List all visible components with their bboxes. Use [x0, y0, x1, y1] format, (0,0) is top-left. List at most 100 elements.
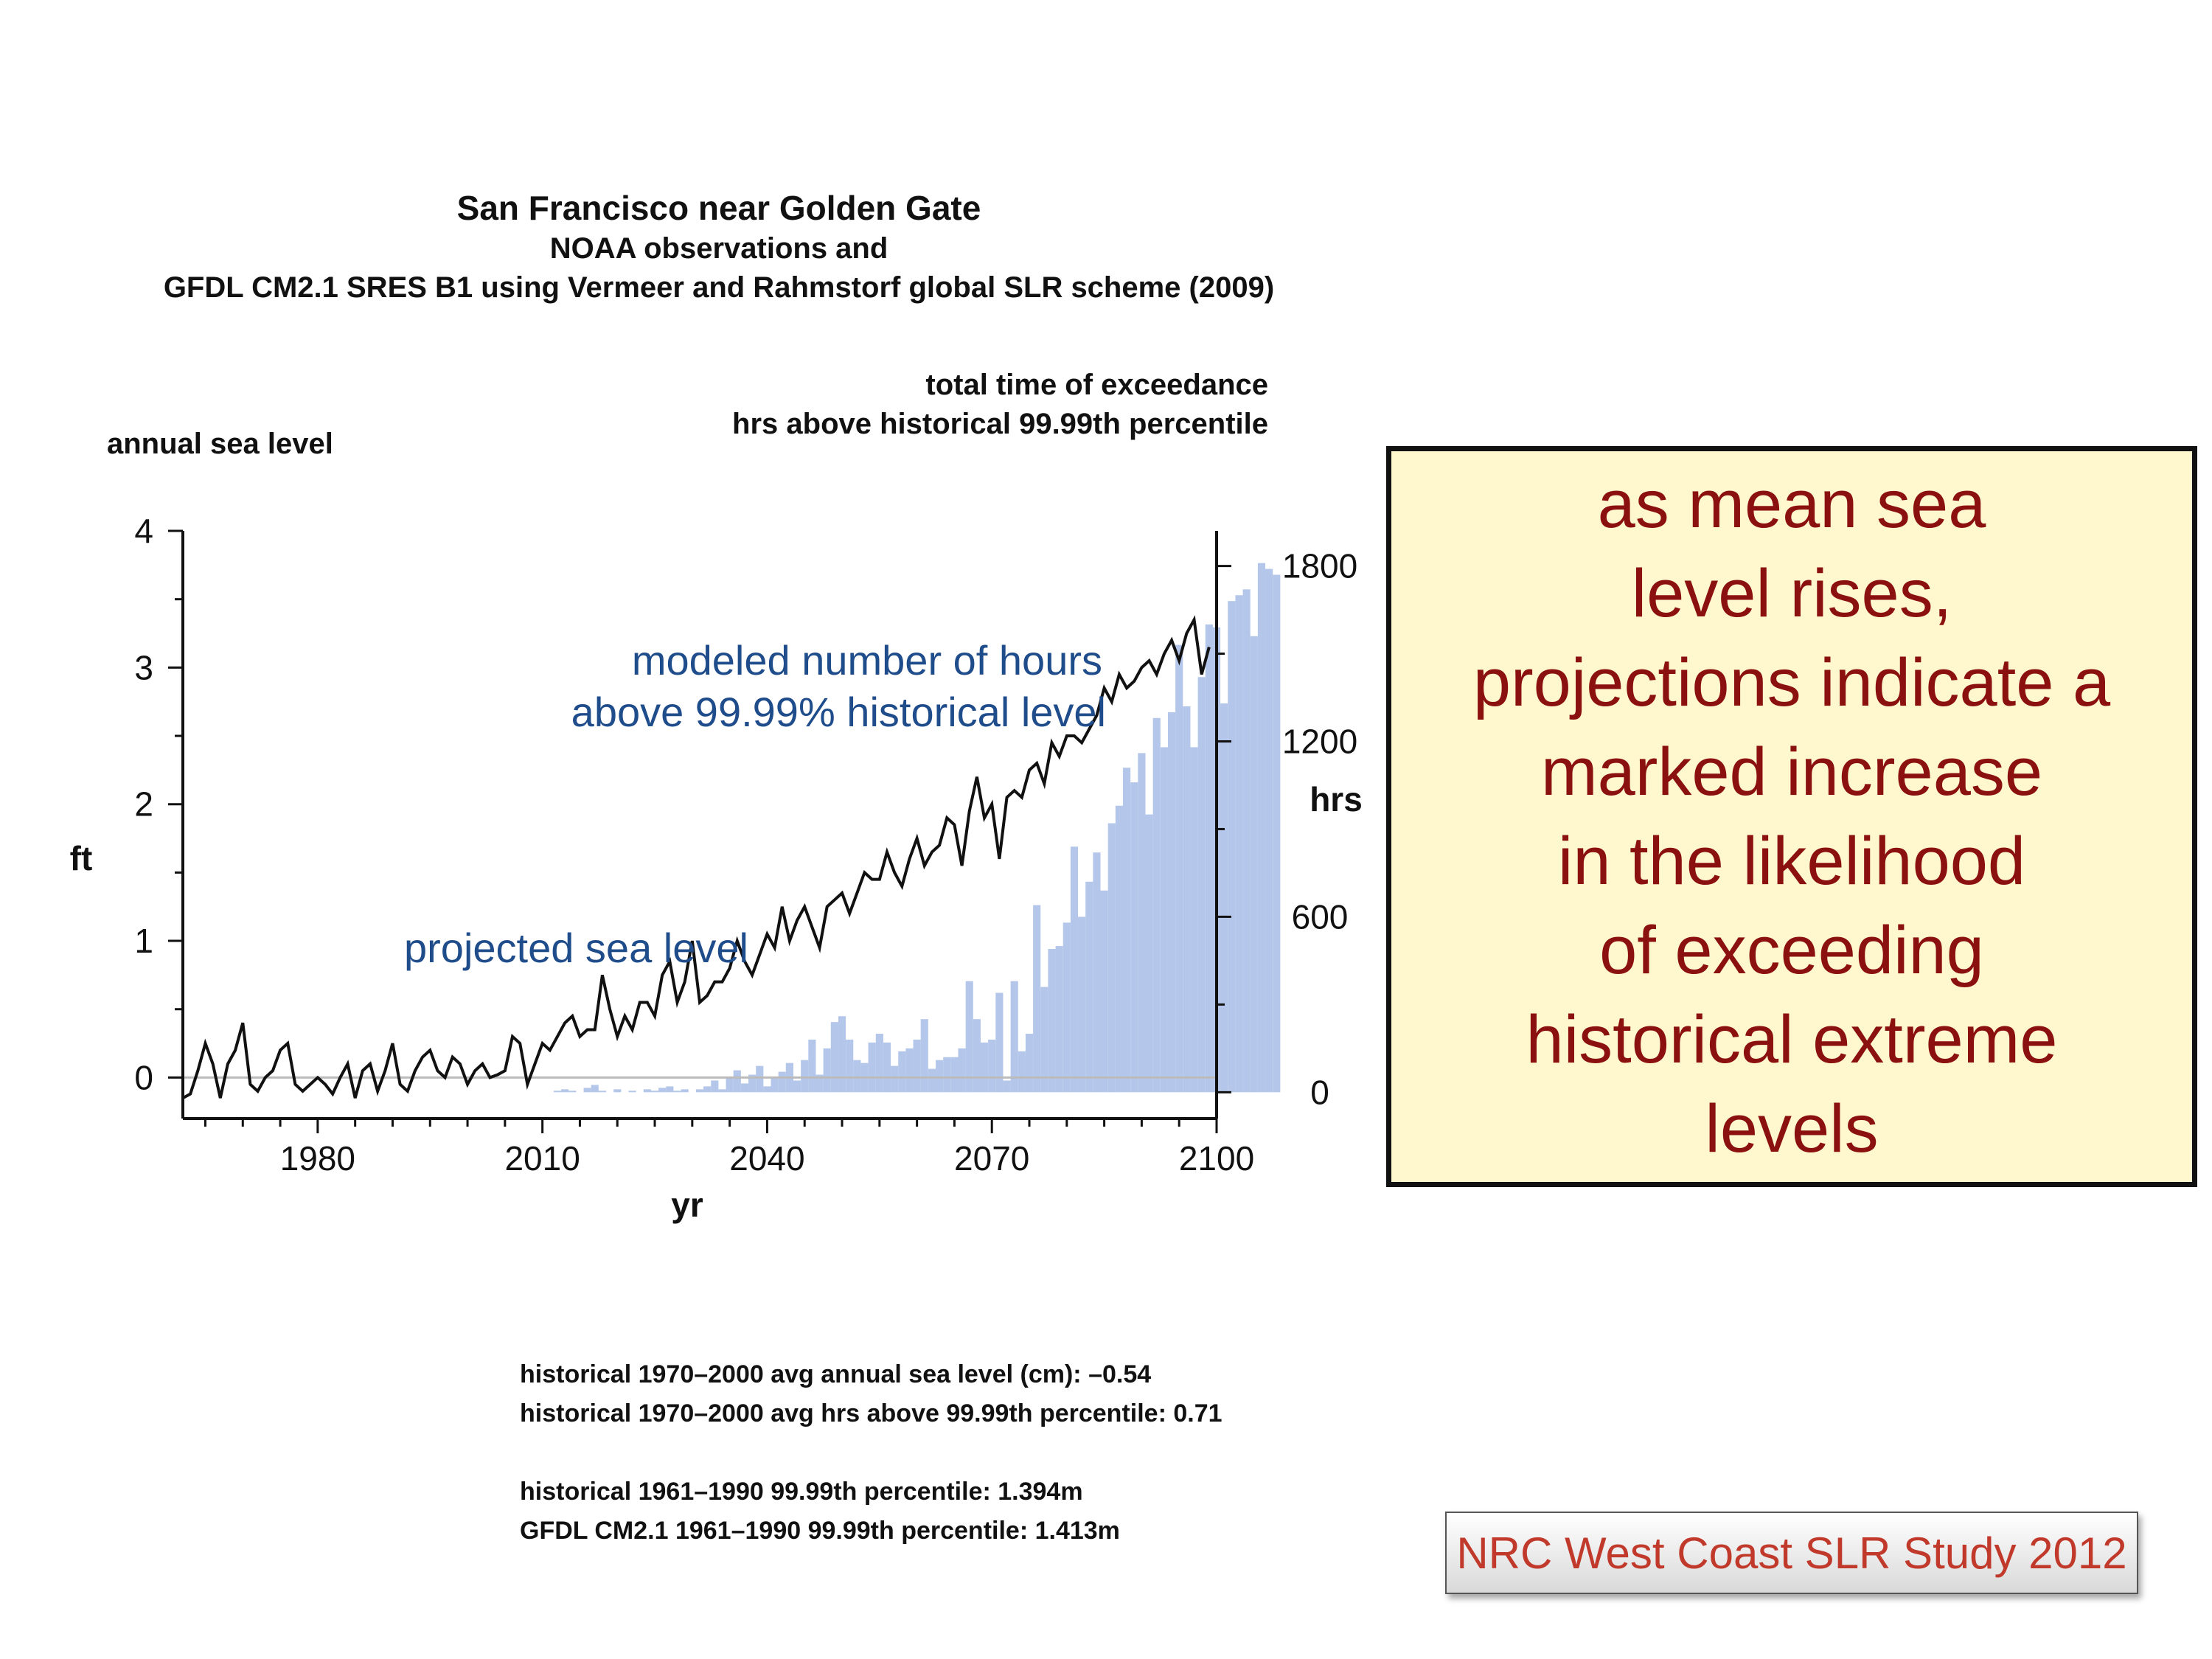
callout-text: as mean sea level rises, projections ind…: [1472, 466, 2111, 1166]
exceedance-bar: [898, 1051, 906, 1093]
footnote-2: historical 1970–2000 avg hrs above 99.99…: [520, 1399, 1222, 1427]
exceedance-bar: [815, 1074, 824, 1093]
right-axis-caption-line-2: hrs above historical 99.99th percentile: [732, 408, 1268, 440]
exceedance-bar: [726, 1077, 734, 1093]
exceedance-bar: [883, 1042, 891, 1093]
exceedance-bar: [643, 1089, 651, 1093]
exceedance-bar: [965, 981, 973, 1093]
exceedance-bar: [1123, 768, 1131, 1093]
exceedance-bar: [1025, 1034, 1034, 1093]
exceedance-bar: [1003, 1080, 1011, 1093]
exceedance-bar: [598, 1091, 607, 1093]
exceedance-bar: [1040, 987, 1048, 1093]
axes-layer: 1980 2010 2040 2070 2100 0 1 2 3 4 0 600 1200 1800: [134, 512, 1357, 1178]
sea-level-line-layer: [182, 615, 1211, 1099]
exceedance-bar: [1078, 917, 1086, 1093]
y-left-tick-label: 2: [134, 785, 153, 824]
x-tick-label: 2010: [504, 1139, 580, 1178]
exceedance-bar: [666, 1086, 674, 1093]
exceedance-bar: [1257, 563, 1266, 1093]
source-box: NRC West Coast SLR Study 2012: [1445, 1512, 2138, 1594]
y-right-tick-label: 0: [1310, 1073, 1329, 1111]
exceedance-bar: [711, 1080, 719, 1093]
footnote-1: historical 1970–2000 avg annual sea leve…: [520, 1360, 1151, 1388]
exceedance-bar: [673, 1091, 681, 1093]
exceedance-bar: [846, 1039, 854, 1093]
exceedance-bar: [1220, 703, 1228, 1093]
exceedance-bar: [1242, 589, 1251, 1093]
exceedance-bar: [1138, 753, 1146, 1093]
exceedance-bar: [553, 1091, 562, 1093]
exceedance-bar: [740, 1083, 749, 1093]
exceedance-bar: [1010, 981, 1018, 1093]
footnote-3: historical 1961–1990 99.99th percentile:…: [520, 1478, 1083, 1506]
exceedance-bar: [771, 1077, 779, 1093]
y-right-tick-label: 600: [1292, 897, 1349, 936]
exceedance-bar: [1250, 636, 1258, 1093]
exceedance-bar: [628, 1091, 636, 1093]
exceedance-bar: [763, 1086, 771, 1093]
exceedance-bar: [1160, 747, 1168, 1093]
exceedance-bar: [681, 1089, 689, 1093]
exceedance-bar: [561, 1089, 569, 1093]
exceedance-bar: [1048, 949, 1056, 1093]
footnote-4: GFDL CM2.1 1961–1990 99.99th percentile:…: [520, 1517, 1120, 1545]
exceedance-bar: [943, 1057, 951, 1093]
exceedance-bar: [875, 1034, 883, 1093]
exceedance-bar: [1190, 747, 1198, 1093]
source-text: NRC West Coast SLR Study 2012: [1456, 1528, 2127, 1578]
exceedance-bar: [778, 1071, 786, 1093]
callout-box: as mean sea level rises, projections ind…: [1386, 446, 2197, 1187]
exceedance-bar: [823, 1048, 831, 1093]
exceedance-bar: [718, 1089, 726, 1093]
exceedance-bar: [1167, 712, 1176, 1093]
exceedance-bar: [891, 1065, 899, 1093]
bars-annotation-line-2: above 99.99% historical level: [571, 689, 1106, 735]
left-axis-caption: annual sea level: [107, 428, 333, 460]
exceedance-bar: [988, 1039, 996, 1093]
chart-subtitle-line-1: NOAA observations and: [550, 232, 888, 265]
chart-title: San Francisco near Golden Gate: [457, 189, 981, 227]
exceedance-bar: [973, 1019, 981, 1093]
exceedance-bar: [1228, 601, 1236, 1093]
exceedance-bar: [1033, 905, 1041, 1093]
x-axis-label: yr: [671, 1186, 703, 1224]
exceedance-bar: [1175, 644, 1183, 1093]
y-axis-left-label: ft: [70, 839, 93, 877]
exceedance-bar: [1115, 805, 1124, 1093]
exceedance-bar: [1107, 823, 1116, 1093]
exceedance-bar: [950, 1057, 959, 1093]
exceedance-bar: [583, 1088, 591, 1093]
exceedance-bar: [1205, 624, 1213, 1093]
exceedance-bar: [1197, 677, 1206, 1093]
exceedance-bar: [1018, 1051, 1026, 1093]
exceedance-bar: [853, 1060, 861, 1093]
exceedance-bar: [613, 1089, 622, 1093]
y-left-tick-label: 4: [134, 512, 153, 550]
exceedance-bar: [1145, 814, 1153, 1093]
exceedance-bar: [838, 1016, 846, 1093]
exceedance-bar: [913, 1039, 921, 1093]
exceedance-bar: [650, 1091, 659, 1093]
exceedance-bar: [733, 1070, 741, 1093]
exceedance-bar: [1273, 574, 1281, 1093]
exceedance-bar: [995, 992, 1004, 1093]
y-left-tick-label: 0: [134, 1058, 153, 1096]
exceedance-bar: [920, 1019, 928, 1093]
exceedance-bar: [1062, 922, 1071, 1093]
y-right-tick-label: 1800: [1282, 547, 1357, 585]
x-tick-label: 2100: [1179, 1139, 1254, 1178]
exceedance-bar: [1100, 890, 1108, 1093]
right-axis-caption-line-1: total time of exceedance: [925, 369, 1268, 401]
exceedance-bar: [591, 1085, 599, 1093]
exceedance-bar: [1093, 852, 1101, 1093]
exceedance-bar: [980, 1042, 989, 1093]
exceedance-bar: [1265, 568, 1273, 1093]
exceedance-bar: [1235, 595, 1243, 1093]
x-tick-label: 2070: [954, 1139, 1029, 1178]
exceedance-bar: [1183, 706, 1191, 1093]
exceedance-bar: [1130, 782, 1138, 1093]
exceedance-bar: [756, 1065, 764, 1093]
line-annotation: projected sea level: [404, 925, 748, 971]
